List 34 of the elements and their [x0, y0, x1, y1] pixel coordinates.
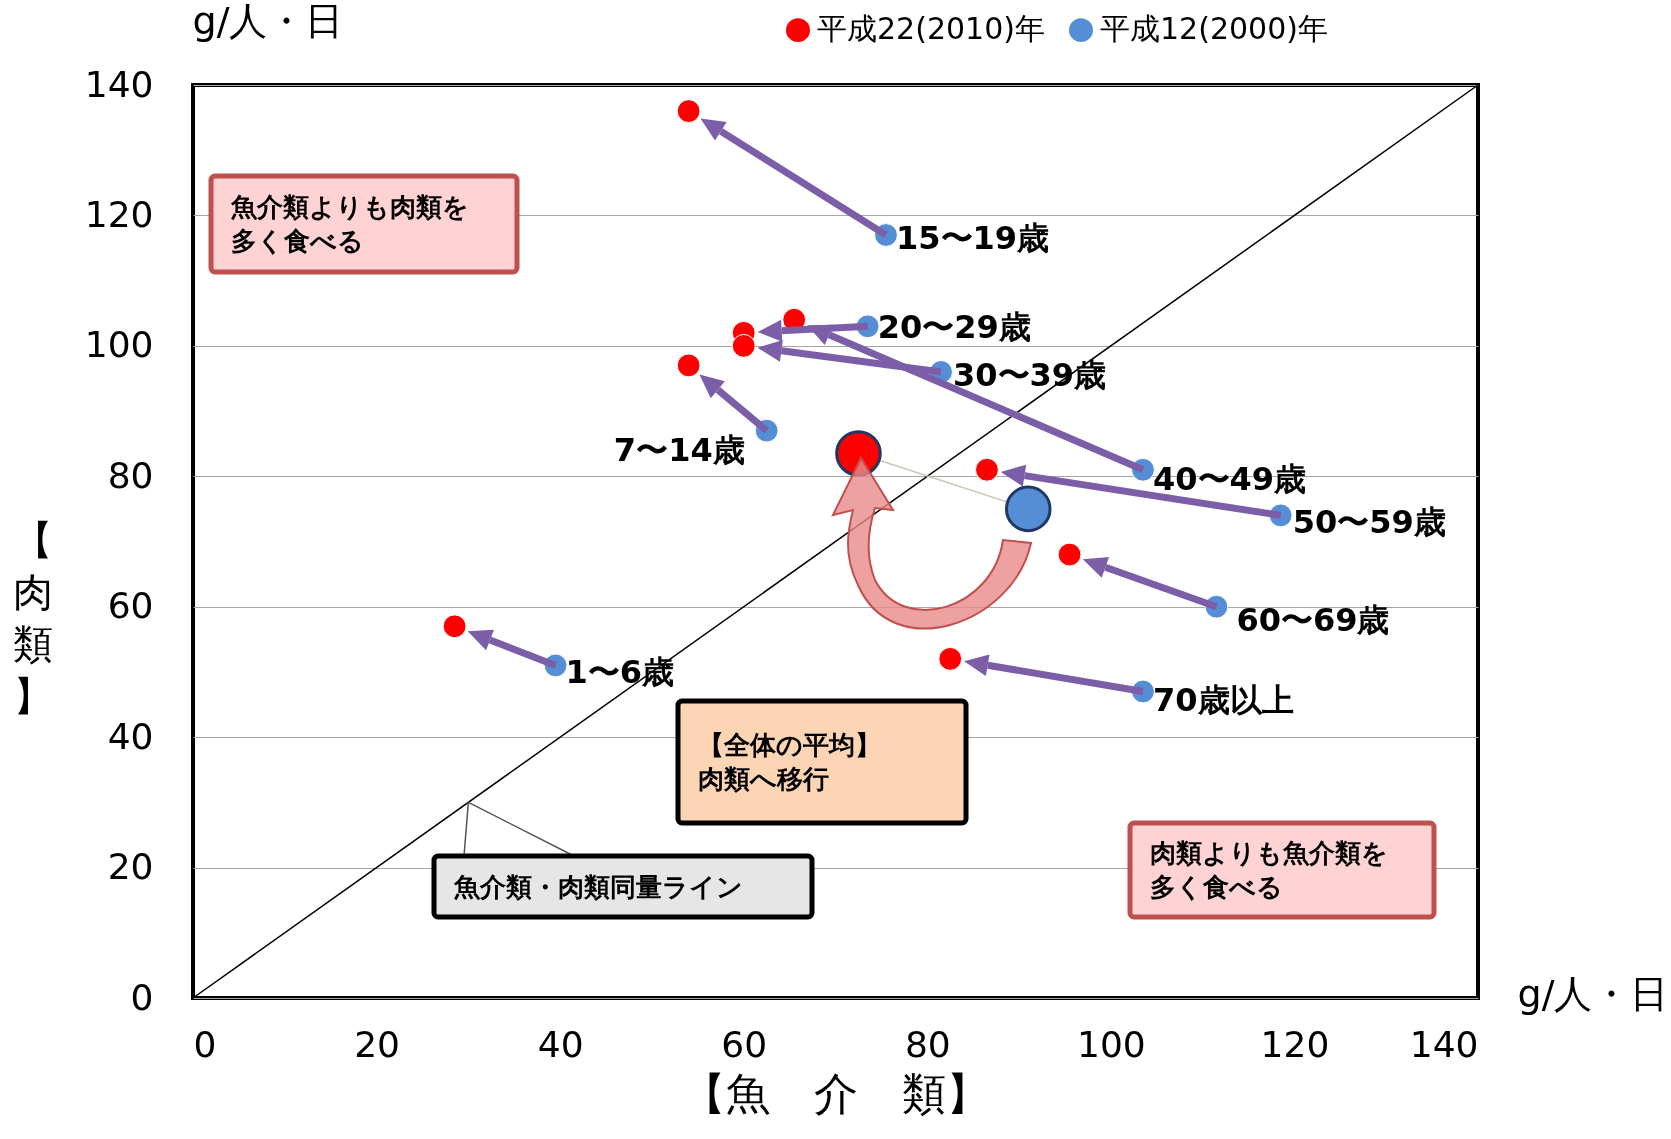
legend-label: 平成12(2000)年: [1100, 11, 1328, 47]
x-tick-label: 140: [1409, 1023, 1479, 1065]
y-tick-label: 100: [84, 324, 154, 366]
x-tick-label: 60: [721, 1023, 768, 1065]
x-axis-title: 【魚 介 類】: [682, 1067, 990, 1119]
x-tick-label: 80: [904, 1023, 951, 1065]
annotation: 40〜49歳: [1152, 459, 1307, 498]
annotation: 【全体の平均】肉類へ移行: [698, 730, 881, 794]
text: g/人・日: [1517, 972, 1669, 1016]
x-tick-label: 20: [354, 1023, 400, 1065]
annotation: 15〜19歳: [895, 218, 1050, 257]
y-axis-title: 【肉類】: [13, 516, 53, 719]
annotation: 魚介類よりも肉類を多く食べる: [230, 192, 469, 256]
y-tick-label: 60: [107, 585, 154, 627]
x-tick-label: 100: [1077, 1023, 1146, 1065]
y-tick-label: 40: [107, 715, 154, 757]
legend-label: 平成22(2010)年: [817, 11, 1045, 47]
x-tick-label: 40: [537, 1023, 584, 1065]
text: g/人・日: [192, 0, 344, 43]
y-tick-label: 80: [107, 454, 154, 496]
annotation: 70歳以上: [1152, 681, 1294, 720]
annotation: 7〜14歳: [613, 430, 745, 469]
x-tick-label: 0: [193, 1023, 217, 1065]
annotation: 20〜29歳: [877, 308, 1031, 347]
y-tick-label: 120: [84, 193, 154, 235]
annotation: 肉類よりも魚介類を多く食べる: [1150, 838, 1388, 902]
annotation: 60〜69歳: [1236, 600, 1390, 639]
annotation: 30〜39歳: [953, 355, 1107, 394]
annotation: 50〜59歳: [1292, 503, 1446, 542]
annotation: 魚介類・肉類同量ライン: [453, 871, 743, 902]
y-tick-label: 0: [130, 976, 154, 1018]
y-tick-label: 20: [107, 846, 154, 888]
x-tick-label: 120: [1260, 1023, 1330, 1065]
y-tick-label: 140: [84, 63, 154, 105]
